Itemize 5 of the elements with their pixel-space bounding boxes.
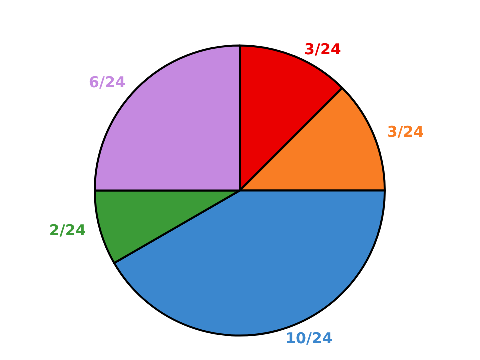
data-label: 10/24 — [286, 330, 333, 348]
data-label: 3/24 — [304, 40, 342, 58]
data-label: 3/24 — [387, 123, 424, 142]
data-label: 6/24 — [89, 74, 126, 92]
data-label: 2/24 — [49, 221, 86, 240]
